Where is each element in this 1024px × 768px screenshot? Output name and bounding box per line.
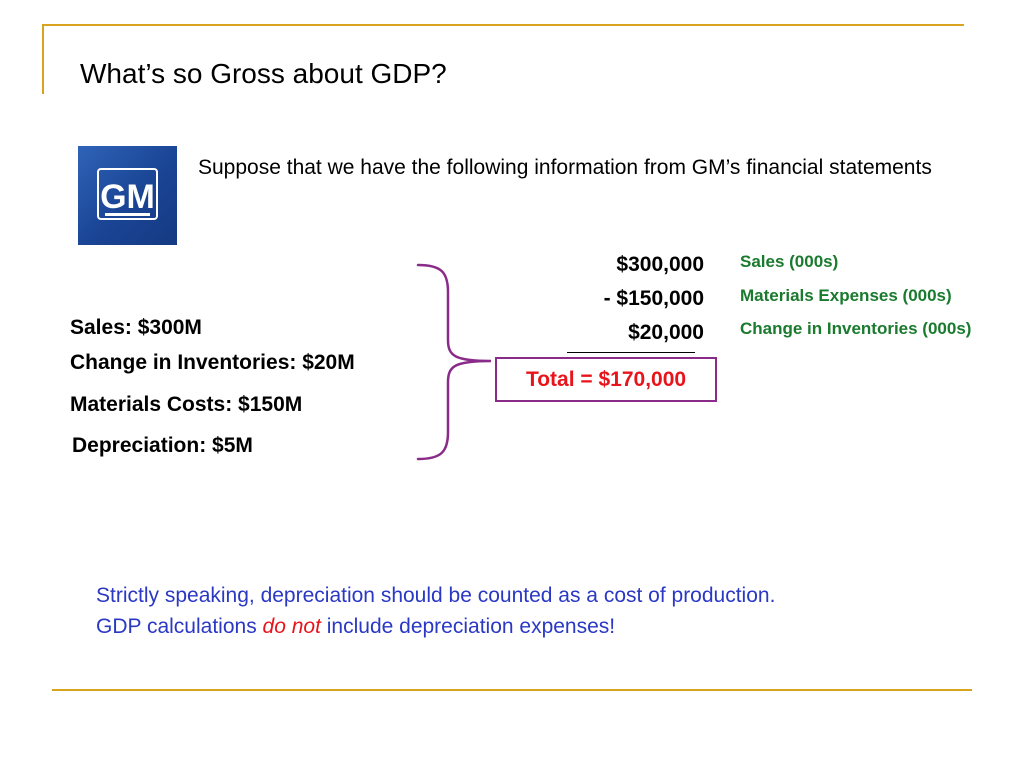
frame-left-line xyxy=(42,24,44,94)
sum-underline xyxy=(567,352,695,353)
amount-materials: - $150,000 xyxy=(603,287,704,310)
frame-bottom-line xyxy=(52,689,972,691)
note-line-2-start: GDP calculations xyxy=(96,615,263,638)
fact-sales: Sales: $300M xyxy=(70,316,202,339)
depreciation-note: Strictly speaking, depreciation should b… xyxy=(96,580,976,642)
frame-top-line xyxy=(42,24,964,26)
slide-title: What’s so Gross about GDP? xyxy=(80,58,447,89)
total-text: Total = $170,000 xyxy=(525,367,687,391)
amount-inventories: $20,000 xyxy=(628,321,704,344)
gm-logo: GM xyxy=(78,146,177,245)
label-materials: Materials Expenses (000s) xyxy=(740,286,952,305)
note-line-2-end: include depreciation expenses! xyxy=(320,615,616,638)
curly-brace xyxy=(416,263,492,461)
note-emphasis: do not xyxy=(262,615,321,638)
label-sales: Sales (000s) xyxy=(740,252,839,271)
label-inventories: Change in Inventories (000s) xyxy=(740,319,972,338)
fact-inventories: Change in Inventories: $20M xyxy=(70,351,355,374)
total-box: Total = $170,000 xyxy=(495,357,717,402)
fact-materials: Materials Costs: $150M xyxy=(70,393,303,416)
note-line-2: GDP calculations do not include deprecia… xyxy=(96,611,976,642)
fact-depreciation: Depreciation: $5M xyxy=(72,434,253,457)
intro-text: Suppose that we have the following infor… xyxy=(198,156,932,179)
gm-logo-text: GM xyxy=(100,178,155,216)
gm-logo-graphic: GM xyxy=(97,168,158,220)
amount-sales: $300,000 xyxy=(616,253,704,276)
note-line-1: Strictly speaking, depreciation should b… xyxy=(96,584,776,607)
